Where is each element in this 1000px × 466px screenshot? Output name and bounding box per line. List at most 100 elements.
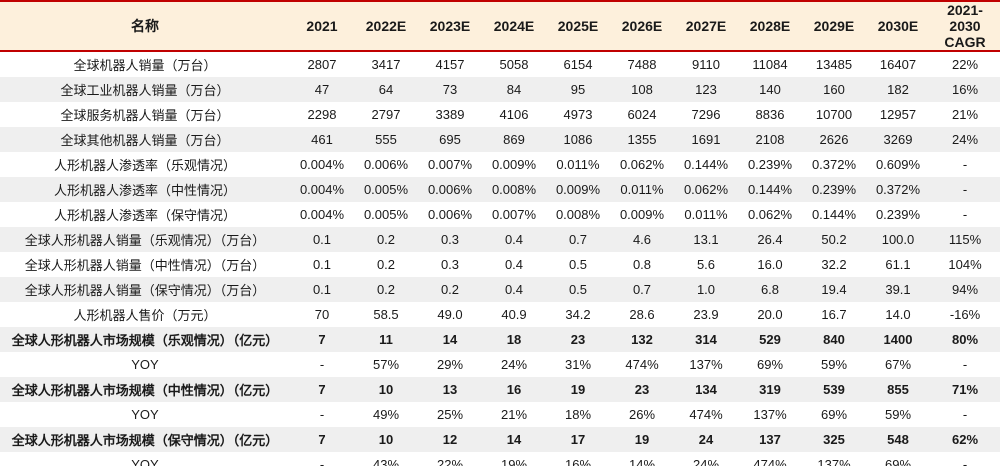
cell-value: 160 xyxy=(823,82,845,98)
cell-value: 0.006% xyxy=(363,157,409,173)
column-header: 2026E xyxy=(610,0,674,53)
cell-value: 0.006% xyxy=(427,207,473,223)
table-row: 全球机器人销量（万台） 2807 3417 4157 5058 6154 7488 9110 1… xyxy=(0,51,1000,77)
cell-value: 0.1 xyxy=(312,232,332,248)
cell-value: 19.4 xyxy=(821,282,847,298)
cell-value: 0.609% xyxy=(875,157,921,173)
cell-value: 80% xyxy=(951,332,979,348)
cell-value: 0.011% xyxy=(620,182,664,198)
cell-value: 10 xyxy=(378,382,394,398)
cell-value: - xyxy=(962,457,968,466)
cell-value: 0.144% xyxy=(747,182,793,198)
cell-value: 182 xyxy=(887,82,909,98)
cell-value: 104% xyxy=(948,257,982,273)
cell-value: -16% xyxy=(949,307,981,323)
cell-value: 32.2 xyxy=(821,257,847,273)
cell-value: 0.144% xyxy=(811,207,857,223)
cell-value: 95 xyxy=(570,82,586,98)
cell-value: 34.2 xyxy=(565,307,591,323)
cell-value: 13.1 xyxy=(693,232,719,248)
cell-value: 0.062% xyxy=(619,157,665,173)
cell-value: 7 xyxy=(318,332,326,348)
cell-value: 57% xyxy=(372,357,400,373)
cell-value: 10 xyxy=(378,432,394,448)
row-label: 全球人形机器人销量（乐观情况）（万台） xyxy=(24,233,266,249)
cell-value: 0.3 xyxy=(440,232,460,248)
cell-value: 19 xyxy=(570,382,586,398)
cell-value: 840 xyxy=(823,332,845,348)
cell-value: 0.2 xyxy=(376,282,396,298)
cell-value: 539 xyxy=(823,382,845,398)
cell-value: 24% xyxy=(951,132,979,148)
cell-value: 0.004% xyxy=(299,157,345,173)
cell-value: 555 xyxy=(375,132,397,148)
cell-value: 58.5 xyxy=(373,307,399,323)
cell-value: 94% xyxy=(951,282,979,298)
cell-value: 100.0 xyxy=(881,232,915,248)
table-header-row: 名称 2021 2022E 2023E 2024E 2025E 2026E 2027E 2028… xyxy=(0,0,1000,53)
cell-value: 0.062% xyxy=(747,207,793,223)
cell-value: 0.7 xyxy=(632,282,652,298)
cell-value: 855 xyxy=(887,382,909,398)
cell-value: 24% xyxy=(500,357,528,373)
cell-value: 11084 xyxy=(752,57,788,73)
cell-value: 23 xyxy=(570,332,586,348)
cell-value: 5.6 xyxy=(696,257,716,273)
cell-value: 62% xyxy=(951,432,979,448)
row-label: YOY xyxy=(131,407,159,423)
cell-value: 16.0 xyxy=(757,257,783,273)
row-label: 人形机器人售价（万元） xyxy=(73,308,217,324)
cell-value: 0.4 xyxy=(504,282,524,298)
cell-value: 16 xyxy=(506,382,522,398)
cell-value: 0.009% xyxy=(619,207,665,223)
cell-value: - xyxy=(319,357,325,373)
cell-value: 5058 xyxy=(499,57,529,73)
cell-value: 14.0 xyxy=(885,307,911,323)
cell-value: - xyxy=(962,407,968,423)
cell-value: 0.008% xyxy=(555,207,601,223)
cell-value: 2108 xyxy=(755,132,785,148)
cell-value: 108 xyxy=(631,82,653,98)
cell-value: 49.0 xyxy=(437,307,463,323)
cell-value: 3417 xyxy=(371,57,401,73)
cell-value: 115% xyxy=(948,232,982,248)
cell-value: 0.5 xyxy=(568,257,588,273)
column-header-name: 名称 xyxy=(0,0,290,53)
cell-value: - xyxy=(962,182,968,198)
cell-value: 69% xyxy=(756,357,784,373)
cell-value: 40.9 xyxy=(501,307,527,323)
cell-value: 43% xyxy=(372,457,400,466)
cell-value: 461 xyxy=(311,132,333,148)
cell-value: 17 xyxy=(570,432,586,448)
cell-value: 12957 xyxy=(879,107,917,123)
column-header: 2021-2030 CAGR xyxy=(930,0,1000,53)
cell-value: 24% xyxy=(692,457,720,466)
row-label: 全球人形机器人市场规模（中性情况）（亿元） xyxy=(11,383,279,399)
cell-value: 67% xyxy=(884,357,912,373)
cell-value: 0.8 xyxy=(632,257,652,273)
cell-value: 14% xyxy=(628,457,656,466)
cell-value: 869 xyxy=(503,132,525,148)
row-label: YOY xyxy=(131,457,159,466)
column-header: 2025E xyxy=(546,0,610,53)
cell-value: 7296 xyxy=(691,107,721,123)
cell-value: 21% xyxy=(500,407,528,423)
cell-value: 39.1 xyxy=(885,282,911,298)
cell-value: 11 xyxy=(379,332,393,348)
cell-value: 8836 xyxy=(755,107,785,123)
cell-value: 0.4 xyxy=(504,232,524,248)
cell-value: 4973 xyxy=(563,107,593,123)
cell-value: - xyxy=(962,157,968,173)
cell-value: 71% xyxy=(951,382,979,398)
cell-value: 69% xyxy=(884,457,912,466)
cell-value: 23 xyxy=(634,382,650,398)
cell-value: 19% xyxy=(500,457,528,466)
cell-value: 14 xyxy=(442,332,458,348)
cell-value: 0.5 xyxy=(568,282,588,298)
row-label: 全球人形机器人市场规模（乐观情况）（亿元） xyxy=(11,333,279,349)
cell-value: 0.1 xyxy=(312,282,332,298)
cell-value: 319 xyxy=(759,382,781,398)
cell-value: 1355 xyxy=(627,132,657,148)
cell-value: 59% xyxy=(820,357,848,373)
